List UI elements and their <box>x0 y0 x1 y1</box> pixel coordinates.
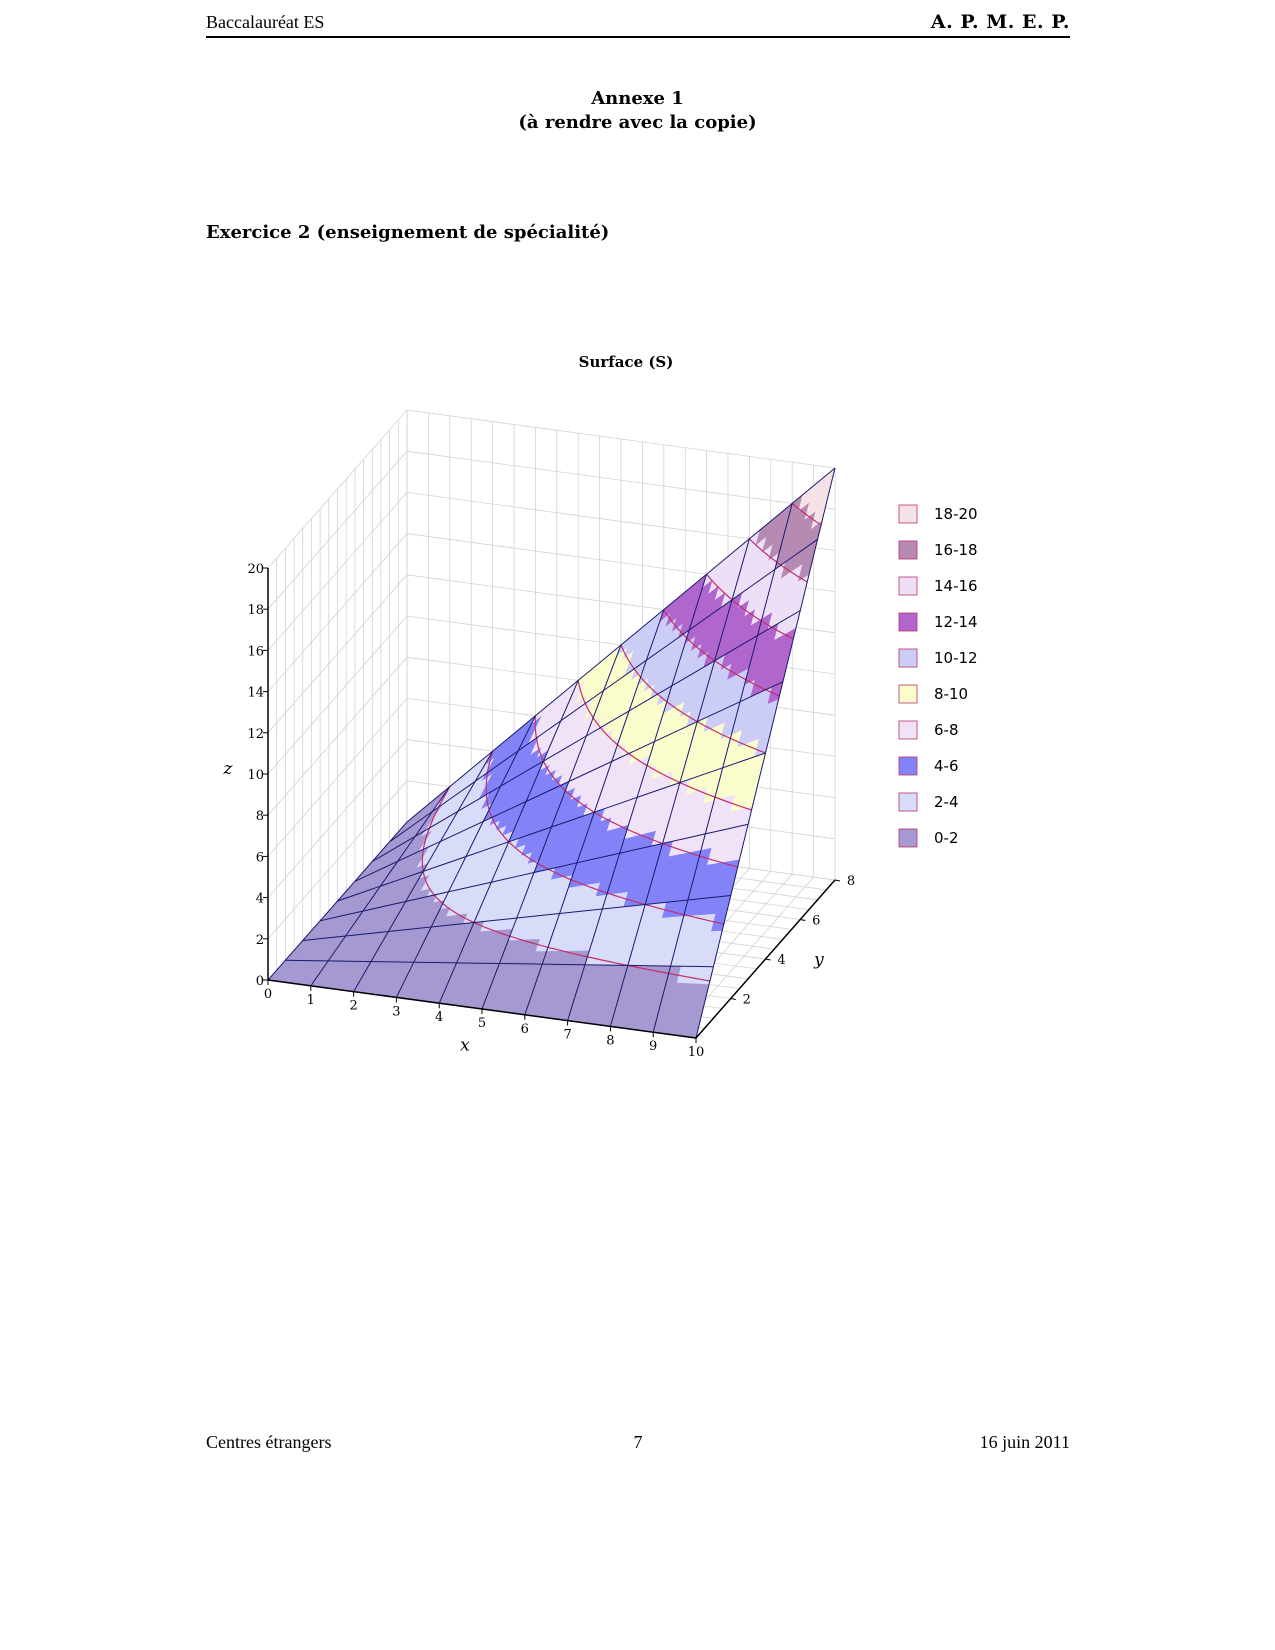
header-left: Baccalauréat ES <box>206 12 325 32</box>
legend-swatch <box>898 792 918 812</box>
mesh-line <box>406 467 836 823</box>
mesh-line <box>354 681 784 882</box>
y-tick-label: 6 <box>812 914 820 929</box>
legend-label: 12-14 <box>934 613 978 631</box>
x-tick-label: 2 <box>349 999 357 1014</box>
y-tick-label: 2 <box>743 993 751 1008</box>
z-tick-label: 18 <box>247 603 264 618</box>
z-tick-label: 6 <box>256 850 264 865</box>
page-number: 7 <box>633 1432 643 1452</box>
mesh-line <box>372 610 801 862</box>
contour-line <box>706 573 794 640</box>
exercise-title: Exercice 2 (enseignement de spécialité) <box>206 222 610 243</box>
y-tick <box>800 919 806 921</box>
x-tick-label: 7 <box>563 1028 571 1043</box>
z-tick-label: 4 <box>256 892 264 907</box>
z-tick-label: 16 <box>247 644 264 659</box>
z-tick-label: 20 <box>247 562 264 577</box>
z-tick-label: 8 <box>256 809 264 824</box>
contour-line <box>791 502 822 526</box>
legend-label: 6-8 <box>934 721 959 739</box>
z-tick-label: 10 <box>247 768 264 783</box>
legend-label: 10-12 <box>934 649 978 667</box>
x-tick-label: 4 <box>435 1010 443 1025</box>
z-tick-label: 0 <box>256 974 264 989</box>
legend-swatch <box>898 540 918 560</box>
legend-swatch <box>898 720 918 740</box>
annex-title: Annexe 1 <box>591 88 684 109</box>
mesh-line <box>302 895 731 941</box>
y-tick <box>834 879 841 882</box>
contour-line <box>534 715 738 868</box>
y-axis-label: y <box>813 950 824 970</box>
footer-right: 16 juin 2011 <box>979 1432 1070 1452</box>
header-right: A. P. M. E. P. <box>930 11 1070 33</box>
z-tick-label: 14 <box>247 686 264 701</box>
x-tick-label: 9 <box>649 1039 657 1054</box>
x-tick-label: 3 <box>392 1004 400 1019</box>
chart-title: Surface (S) <box>579 353 674 371</box>
x-tick-label: 1 <box>307 993 315 1008</box>
legend-label: 2-4 <box>934 793 959 811</box>
footer-left: Centres étrangers <box>206 1432 332 1452</box>
legend-swatch <box>898 648 918 668</box>
contour-line <box>421 786 711 982</box>
legend-label: 14-16 <box>934 577 978 595</box>
mesh-line <box>337 752 766 902</box>
legend-swatch <box>898 612 918 632</box>
legend-swatch <box>898 828 918 848</box>
x-tick-label: 0 <box>264 987 272 1002</box>
z-tick-label: 12 <box>247 727 264 742</box>
mesh-line <box>389 538 818 843</box>
y-tick-label: 8 <box>847 874 855 889</box>
x-tick-label: 10 <box>688 1045 705 1060</box>
x-axis-label: x <box>460 1036 470 1056</box>
page-header: Baccalauréat ES A. P. M. E. P. <box>206 10 1070 38</box>
legend-swatch <box>898 504 918 524</box>
x-tick-label: 8 <box>606 1033 614 1048</box>
mesh-line <box>319 823 749 922</box>
z-axis-label: z <box>223 759 234 779</box>
y-tick <box>730 998 736 1000</box>
x-tick-label: 6 <box>521 1022 529 1037</box>
legend-label: 18-20 <box>934 505 978 523</box>
legend-swatch <box>898 576 918 596</box>
z-tick-label: 2 <box>256 933 264 948</box>
legend-label: 4-6 <box>934 757 959 775</box>
mesh-line <box>285 959 714 968</box>
surface-chart: Surface (S) 0 1 2 3 4 5 6 7 8 9 102468024681012141… <box>223 353 978 1060</box>
legend-swatch <box>898 684 918 704</box>
x-tick-label: 5 <box>478 1016 486 1031</box>
legend-label: 16-18 <box>934 541 978 559</box>
legend-swatch <box>898 756 918 776</box>
contour-line <box>620 644 766 754</box>
legend-label: 0-2 <box>934 829 959 847</box>
y-tick <box>765 958 771 961</box>
annex-subtitle: (à rendre avec la copie) <box>518 112 757 133</box>
y-tick-label: 4 <box>777 953 785 968</box>
surface-figure: Surface (S) 0 1 2 3 4 5 6 7 8 9 10 2 4 6 8 0 2 4 6 8 10 12 14 1… <box>220 350 1040 1074</box>
legend-label: 8-10 <box>934 685 968 703</box>
